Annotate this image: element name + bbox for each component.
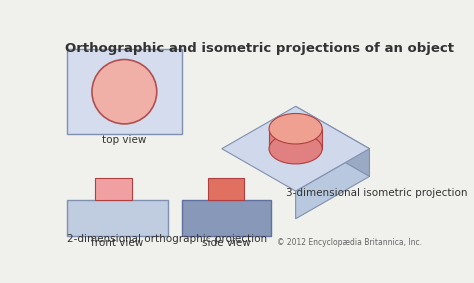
Text: front view: front view (91, 238, 144, 248)
Text: side view: side view (202, 238, 251, 248)
Text: © 2012 Encyclopædia Britannica, Inc.: © 2012 Encyclopædia Britannica, Inc. (277, 238, 422, 247)
Bar (95, 178, 132, 200)
Bar (67, 200, 168, 237)
Bar (209, 178, 244, 200)
Ellipse shape (92, 59, 157, 124)
Ellipse shape (269, 113, 322, 144)
Bar (182, 200, 271, 237)
Text: 2-dimensional orthographic projection: 2-dimensional orthographic projection (67, 234, 267, 244)
Text: Orthographic and isometric projections of an object: Orthographic and isometric projections o… (65, 42, 455, 55)
Polygon shape (269, 129, 322, 149)
Text: 3-dimensional isometric projection: 3-dimensional isometric projection (285, 188, 467, 198)
Text: top view: top view (102, 135, 146, 145)
Polygon shape (222, 106, 369, 191)
Bar (67, 49, 182, 134)
Polygon shape (296, 149, 369, 219)
Polygon shape (296, 106, 369, 176)
Ellipse shape (269, 134, 322, 164)
